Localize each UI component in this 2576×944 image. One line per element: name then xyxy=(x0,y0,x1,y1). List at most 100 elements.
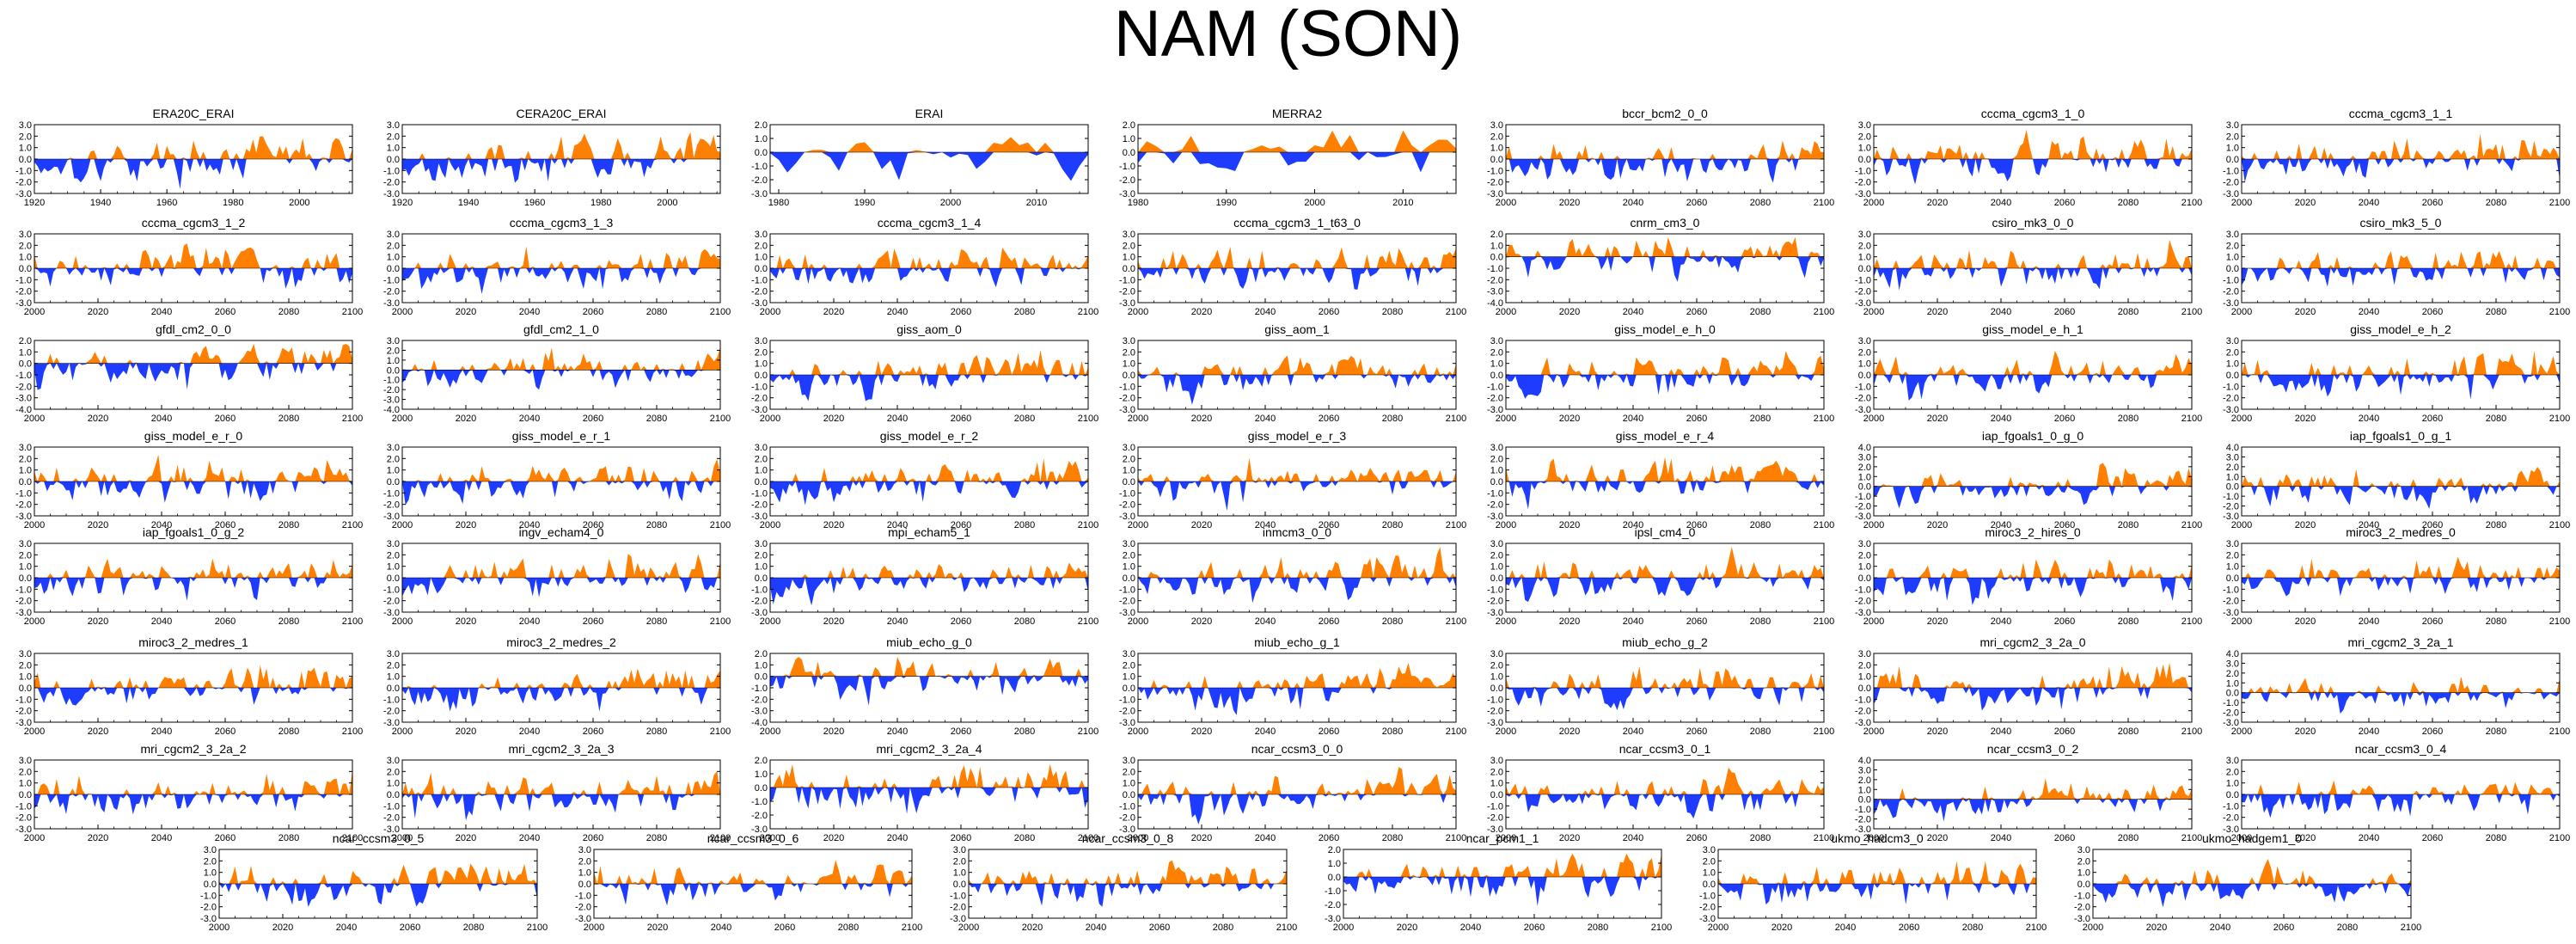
x-tick-label: 2060 xyxy=(1319,414,1339,424)
chart-title: cccma_cgcm3_1_2 xyxy=(142,216,246,230)
y-tick-label: -2.0 xyxy=(1487,394,1503,404)
y-tick-label: 0.0 xyxy=(2226,264,2239,274)
x-tick-label: 2040 xyxy=(1991,414,2011,424)
x-tick-label: 2080 xyxy=(2118,307,2139,317)
positive-area xyxy=(34,769,352,794)
y-tick-label: -2.0 xyxy=(2223,708,2239,719)
positive-area xyxy=(1718,861,2036,884)
chart-title: ncar_ccsm3_0_8 xyxy=(1082,831,1174,845)
chart-panel: mpi_echam5_1 3.0 2.0 1.0 0.0 -1.0 -2.0 -3.0 2000… xyxy=(736,525,1098,638)
y-tick-label: 1.0 xyxy=(1123,134,1135,144)
x-tick-label: 2080 xyxy=(2486,198,2506,208)
negative-area xyxy=(1138,794,1456,824)
chart-panel: miroc3_2_medres_1 3.0 2.0 1.0 0.0 -1.0 -2.0 -3.… xyxy=(0,635,363,748)
positive-area xyxy=(402,668,720,688)
x-tick-label: 2040 xyxy=(1623,520,1643,530)
y-tick-label: 1.0 xyxy=(578,868,591,879)
x-tick-label: 2060 xyxy=(1319,726,1339,737)
negative-area xyxy=(1506,794,1824,818)
negative-area xyxy=(969,884,1287,907)
positive-area xyxy=(2242,556,2560,578)
y-tick-label: -1.0 xyxy=(950,891,966,901)
x-tick-label: 2040 xyxy=(519,414,540,424)
x-tick-label: 2020 xyxy=(2295,414,2316,424)
y-tick-label: 3.0 xyxy=(2226,230,2239,240)
x-tick-label: 2060 xyxy=(951,520,971,530)
y-tick-label: 0.0 xyxy=(755,264,768,274)
y-tick-label: 0.0 xyxy=(1123,790,1135,800)
x-tick-label: 2000 xyxy=(392,726,413,737)
y-tick-label: -4.0 xyxy=(15,405,32,415)
chart-svg: ncar_ccsm3_0_63.02.01.00.0-1.0-2.0-3.020… xyxy=(575,831,922,933)
x-tick-label: 2040 xyxy=(2359,414,2379,424)
y-tick-label: 0.0 xyxy=(1490,573,1503,584)
x-tick-label: 2080 xyxy=(646,833,667,843)
chart-svg: mri_cgcm2_3_2a_2 3.02.0 1.00.0-1.0-2.0-3.0… xyxy=(15,742,363,843)
chart-panel: giss_model_e_r_3 3.0 2.0 1.0 0.0 -1.0 -2.0 -3.0… xyxy=(1104,429,1466,542)
chart-title: gfdl_cm2_0_0 xyxy=(156,322,231,336)
y-tick-label: -3.0 xyxy=(383,512,400,522)
chart-panel: cccma_cgcm3_1_1 3.0 2.0 1.0 0.0 -1.0 -2.0 -3.0 2… xyxy=(2207,107,2570,219)
x-tick-label: 2040 xyxy=(519,307,540,317)
x-tick-label: 2080 xyxy=(278,833,299,843)
chart-title: giss_model_e_r_1 xyxy=(512,429,611,443)
y-tick-label: -3.0 xyxy=(751,512,768,522)
chart-title: miroc3_2_medres_0 xyxy=(2346,525,2456,539)
chart-panel: cccma_cgcm3_1_2 3.0 2.0 1.0 0.0 -1.0 -2.0 -3.0 2… xyxy=(0,216,363,328)
y-tick-label: -3.0 xyxy=(1325,914,1341,924)
x-tick-label: 2020 xyxy=(1191,726,1212,737)
x-tick-label: 2040 xyxy=(1991,307,2011,317)
chart-title: cccma_cgcm3_1_3 xyxy=(510,216,614,230)
x-tick-label: 2060 xyxy=(2422,414,2443,424)
x-tick-label: 2020 xyxy=(2295,307,2316,317)
chart-svg: gfdl_cm2_1_0 3.02.01.00.0-1.0-2.0-3.0-4.0… xyxy=(383,322,731,424)
x-tick-label: 2040 xyxy=(887,616,908,627)
x-tick-label: 2100 xyxy=(2549,833,2570,843)
x-tick-label: 2010 xyxy=(1026,198,1047,208)
x-tick-label: 2000 xyxy=(1496,414,1516,424)
y-tick-label: -1.0 xyxy=(1487,801,1503,812)
y-tick-label: 1.0 xyxy=(1123,779,1135,789)
y-tick-label: 2.0 xyxy=(387,346,400,356)
y-tick-label: 1.0 xyxy=(1858,672,1871,683)
y-tick-label: 1.0 xyxy=(1858,144,1871,154)
x-tick-label: 2060 xyxy=(1149,923,1170,933)
y-tick-label: 3.0 xyxy=(387,539,400,549)
x-tick-label: 1940 xyxy=(90,198,111,208)
chart-title: mri_cgcm2_3_2a_1 xyxy=(2348,635,2454,649)
y-tick-label: 4.0 xyxy=(2226,443,2239,453)
positive-area xyxy=(770,763,1088,788)
y-tick-label: -3.0 xyxy=(2074,914,2090,924)
y-tick-label: 1.0 xyxy=(2226,472,2239,482)
y-tick-label: 0.0 xyxy=(2226,155,2239,165)
x-tick-label: 2080 xyxy=(2118,833,2139,843)
y-tick-label: -1.0 xyxy=(15,275,32,285)
y-tick-label: 2.0 xyxy=(755,550,768,561)
y-tick-label: 1.0 xyxy=(1858,253,1871,263)
x-tick-label: 2000 xyxy=(2231,307,2252,317)
y-tick-label: 2.0 xyxy=(755,347,768,358)
x-tick-label: 2040 xyxy=(1255,520,1276,530)
y-tick-label: -3.0 xyxy=(2223,824,2239,835)
x-tick-label: 2020 xyxy=(823,833,844,843)
x-tick-label: 2100 xyxy=(1446,833,1466,843)
chart-panel: gfdl_cm2_1_0 3.0 2.0 1.0 0.0 -1.0 -2.0 -3.0 -4.0… xyxy=(368,322,731,435)
y-tick-label: 4.0 xyxy=(2226,649,2239,659)
x-tick-label: 1920 xyxy=(24,198,45,208)
chart-panel: miroc3_2_medres_2 3.0 2.0 1.0 0.0 -1.0 -2.0 -3.… xyxy=(368,635,731,748)
y-tick-label: -3.0 xyxy=(1119,298,1135,309)
y-tick-label: 1.0 xyxy=(2226,253,2239,263)
x-tick-label: 2020 xyxy=(1559,616,1580,627)
x-tick-label: 2080 xyxy=(1014,833,1035,843)
y-tick-label: -3.0 xyxy=(383,824,400,835)
y-tick-label: 0.0 xyxy=(19,477,32,487)
x-tick-label: 2100 xyxy=(2549,414,2570,424)
y-tick-label: 1.0 xyxy=(1123,253,1135,263)
chart-title: cnrm_cm3_0 xyxy=(1631,216,1700,230)
y-tick-label: 0.0 xyxy=(387,477,400,487)
chart-svg: csiro_mk3_5_0 3.02.0 1.00.0-1.0 -2.0-3.0200… xyxy=(2223,216,2570,317)
y-tick-label: -3.0 xyxy=(1487,405,1503,415)
negative-area xyxy=(1138,481,1456,512)
x-tick-label: 2100 xyxy=(1814,414,1834,424)
x-tick-label: 2080 xyxy=(278,307,299,317)
